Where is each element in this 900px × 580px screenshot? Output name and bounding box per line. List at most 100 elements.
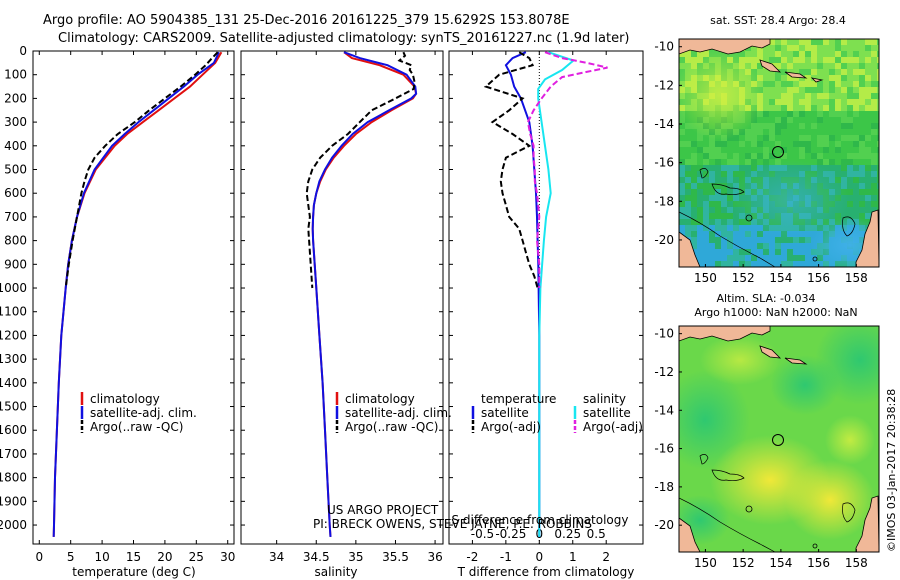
sst-pixel	[775, 129, 781, 135]
sst-pixel	[775, 261, 781, 267]
sst-pixel	[739, 159, 745, 165]
sst-pixel	[817, 159, 823, 165]
sst-pixel	[841, 63, 847, 69]
sst-pixel	[799, 99, 805, 105]
sst-pixel	[763, 105, 769, 111]
t-diff-argo-line	[483, 51, 539, 289]
sst-pixel	[793, 93, 799, 99]
sst-pixel	[745, 159, 751, 165]
sst-pixel	[811, 123, 817, 129]
sst-pixel	[703, 237, 709, 243]
map-lat-label: -20	[654, 518, 674, 532]
sst-pixel	[763, 51, 769, 57]
sst-pixel	[787, 87, 793, 93]
sst-pixel	[787, 111, 793, 117]
sst-pixel	[691, 153, 697, 159]
sst-pixel	[721, 159, 727, 165]
sst-pixel	[775, 57, 781, 63]
sst-pixel	[793, 87, 799, 93]
sst-pixel	[859, 201, 865, 207]
map-lat-label: -10	[654, 40, 674, 54]
sst-pixel	[817, 111, 823, 117]
sst-pixel	[817, 45, 823, 51]
sst-pixel	[823, 129, 829, 135]
sst-pixel	[697, 189, 703, 195]
sst-pixel	[787, 63, 793, 69]
sst-pixel	[877, 93, 879, 99]
sst-pixel	[871, 93, 877, 99]
x-tick-label: 34.5	[303, 550, 330, 564]
sst-pixel	[835, 39, 841, 45]
sst-pixel	[829, 153, 835, 159]
sst-pixel	[793, 45, 799, 51]
sst-pixel	[841, 117, 847, 123]
sst-pixel	[865, 141, 871, 147]
sst-pixel	[787, 105, 793, 111]
sst-pixel	[835, 171, 841, 177]
sst-pixel	[691, 183, 697, 189]
sst-pixel	[727, 189, 733, 195]
x-tick-label: 1	[569, 550, 577, 564]
sst-pixel	[763, 147, 769, 153]
sst-pixel	[865, 123, 871, 129]
sst-pixel	[847, 123, 853, 129]
sst-pixel	[781, 237, 787, 243]
map-lat-label: -12	[654, 365, 674, 379]
map-lon-label: 158	[845, 556, 868, 570]
sst-pixel	[847, 57, 853, 63]
sst-pixel	[691, 171, 697, 177]
sst-pixel	[793, 99, 799, 105]
sst-pixel	[757, 249, 763, 255]
sst-pixel	[835, 63, 841, 69]
sst-pixel	[787, 99, 793, 105]
sst-pixel	[721, 219, 727, 225]
sst-pixel	[715, 249, 721, 255]
sst-pixel	[715, 225, 721, 231]
sst-pixel	[697, 201, 703, 207]
sst-pixel	[805, 75, 811, 81]
sst-pixel	[727, 237, 733, 243]
sst-pixel	[793, 111, 799, 117]
sst-pixel	[685, 195, 691, 201]
sst-pixel	[871, 105, 877, 111]
sst-pixel	[871, 69, 877, 75]
sst-pixel	[685, 225, 691, 231]
sst-pixel	[721, 189, 727, 195]
sst-pixel	[799, 93, 805, 99]
sst-pixel	[877, 195, 879, 201]
depth-tick-label: 1100	[0, 305, 27, 319]
sst-pixel	[709, 213, 715, 219]
s-difference-axis-label: S difference from climatology	[452, 513, 629, 527]
sst-pixel	[859, 207, 865, 213]
sst-pixel	[763, 243, 769, 249]
sst-pixel	[859, 177, 865, 183]
sst-pixel	[763, 141, 769, 147]
sst-pixel	[781, 261, 787, 267]
sst-pixel	[781, 129, 787, 135]
sst-pixel	[835, 141, 841, 147]
sst-pixel	[739, 135, 745, 141]
s-tick-label: -0.25	[495, 527, 526, 541]
difference-legend: temperature salinity satellite Argo(-adj…	[471, 392, 643, 434]
sst-pixel	[835, 45, 841, 51]
profile-satellite-line	[52, 51, 220, 537]
sst-pixel	[793, 261, 799, 267]
land-reef-coast	[855, 209, 879, 267]
sst-pixel	[853, 153, 859, 159]
sst-pixel	[865, 213, 871, 219]
sst-pixel	[877, 57, 879, 63]
sst-pixel	[685, 153, 691, 159]
sst-pixel	[757, 159, 763, 165]
sst-pixel	[787, 153, 793, 159]
sst-pixel	[733, 243, 739, 249]
sst-pixel	[865, 183, 871, 189]
sst-pixel	[703, 165, 709, 171]
temperature-axis-label: temperature (deg C)	[72, 565, 195, 579]
sst-pixel	[745, 147, 751, 153]
sst-pixel	[805, 237, 811, 243]
sst-pixel	[679, 51, 685, 57]
profile-satellite-line	[311, 51, 418, 537]
sst-pixel	[703, 195, 709, 201]
sst-pixel	[847, 201, 853, 207]
sst-pixel	[703, 201, 709, 207]
